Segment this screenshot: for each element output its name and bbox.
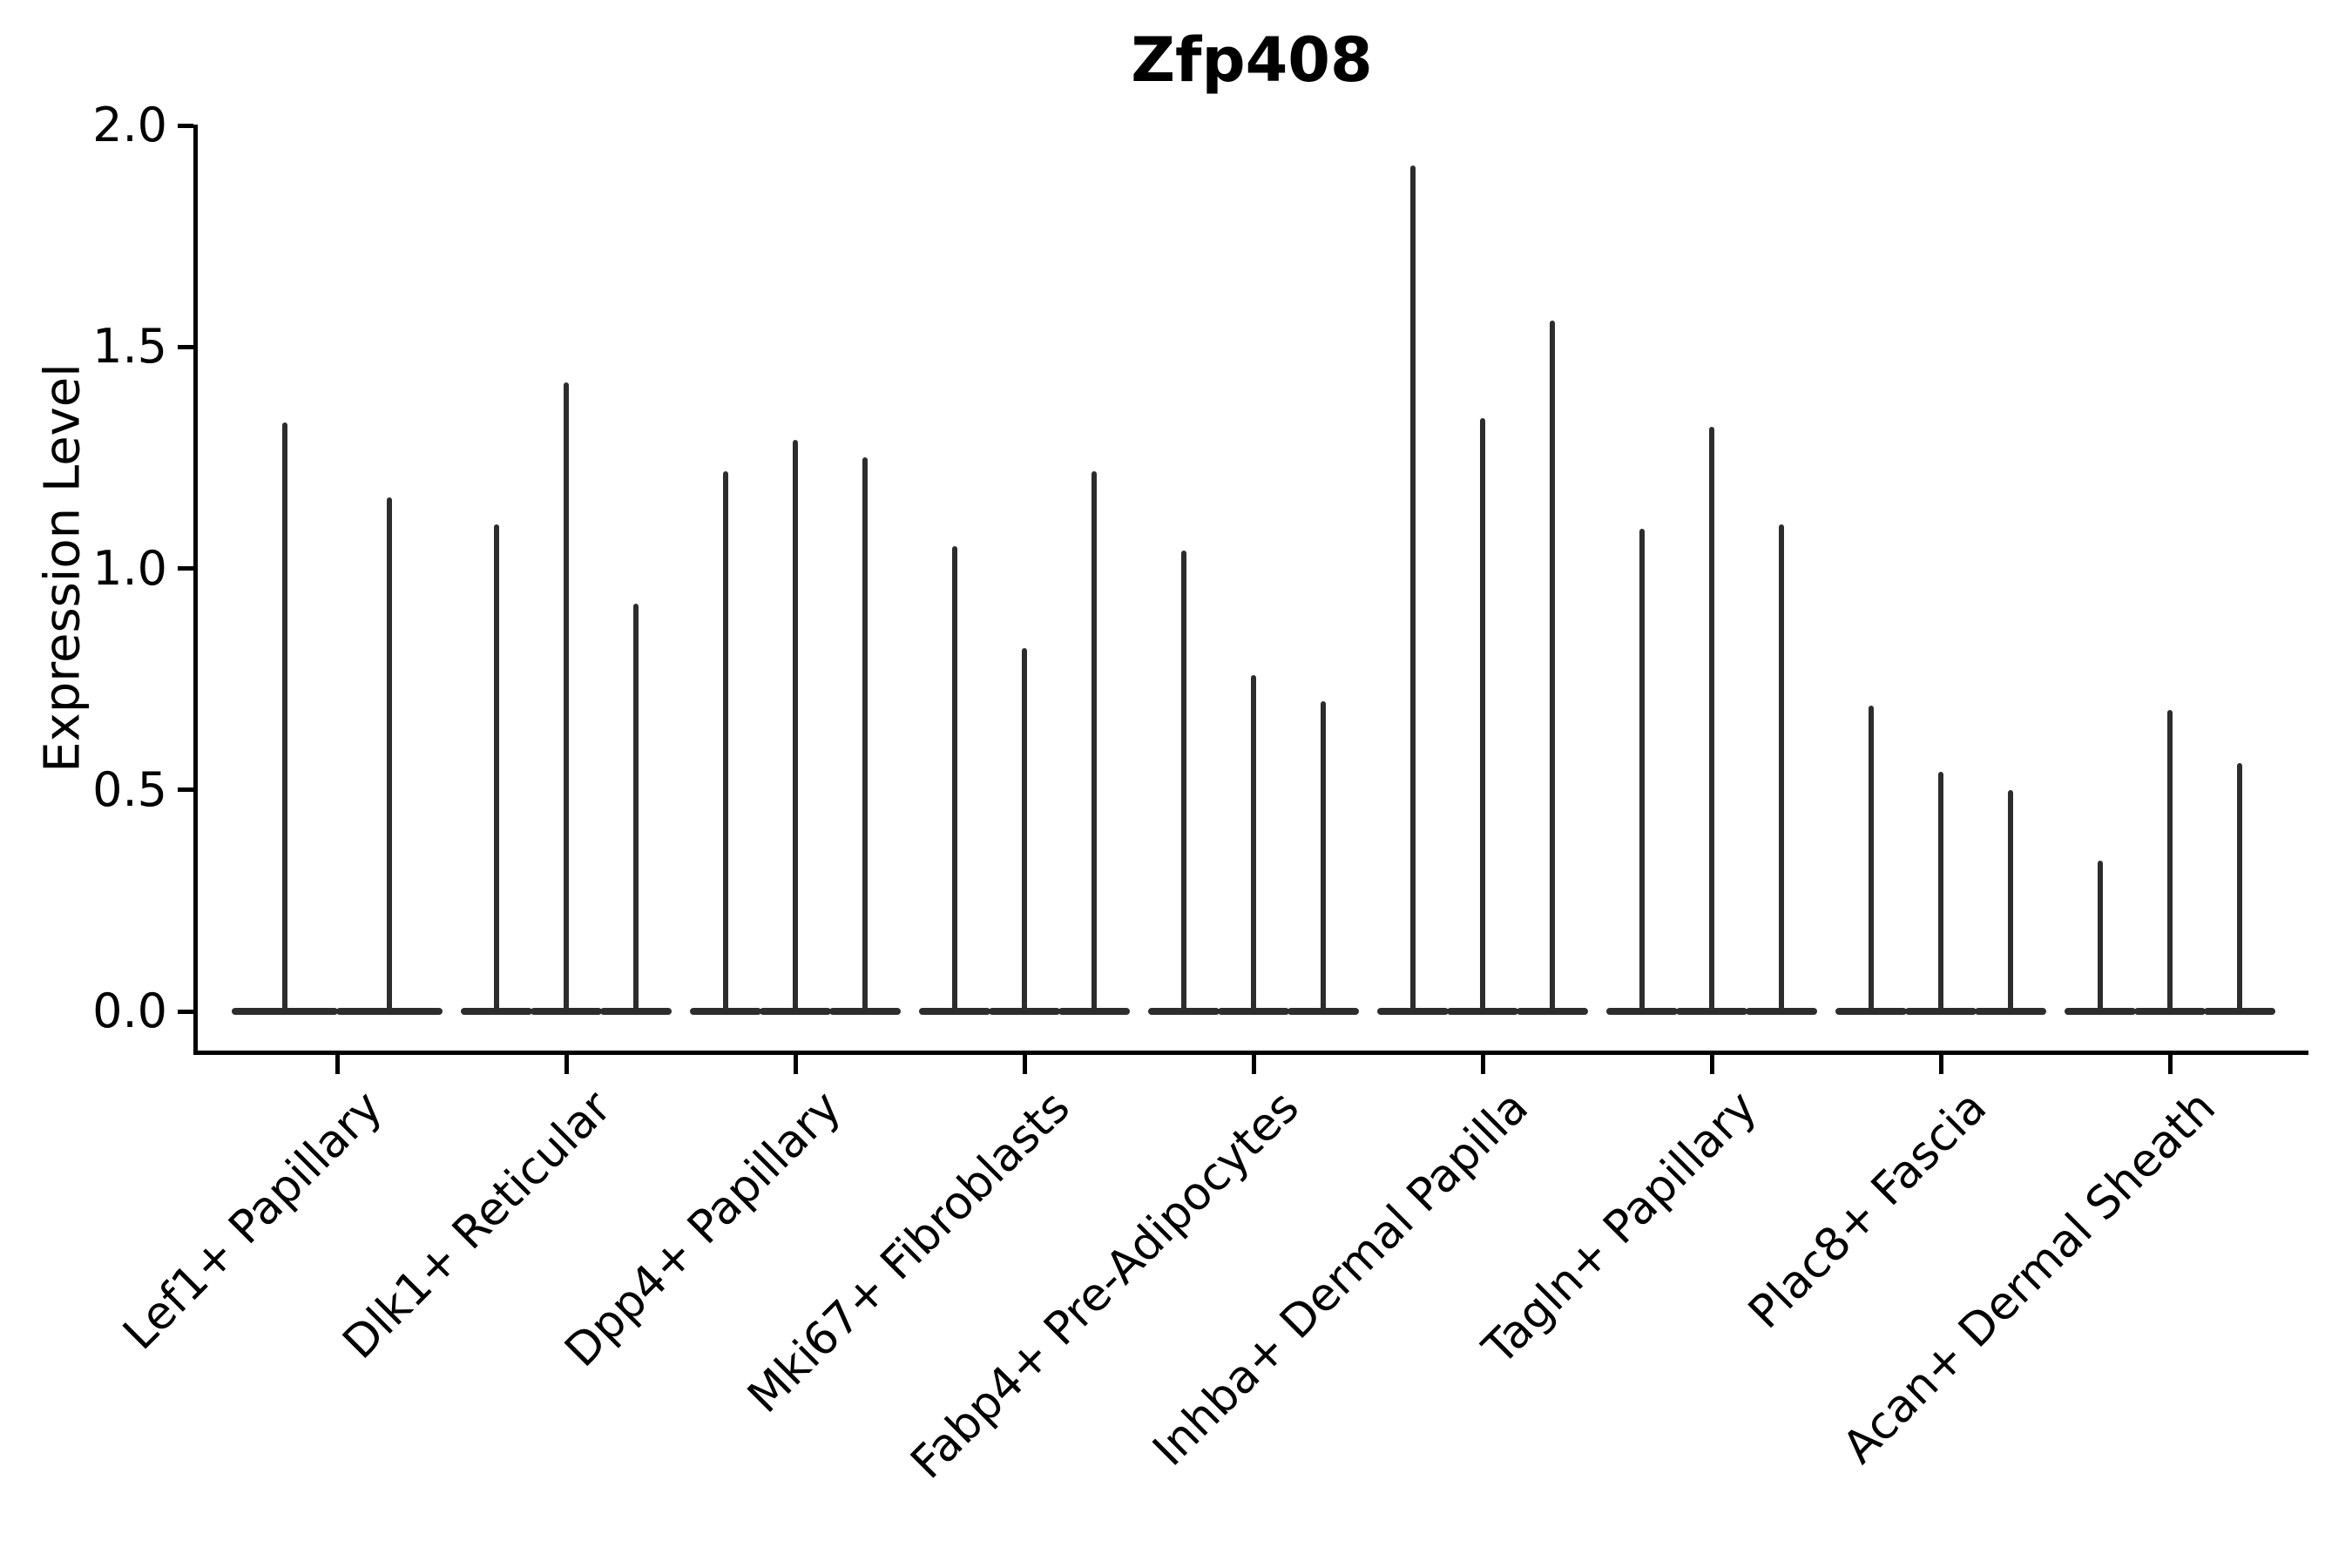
x-tick-mark <box>1480 1054 1485 1074</box>
x-tick-mark <box>1251 1054 1256 1074</box>
y-tick-mark <box>177 123 193 128</box>
violin-spike <box>862 457 868 1013</box>
y-tick-label: 1.0 <box>92 540 167 596</box>
violin-spike <box>387 497 392 1013</box>
y-tick-label: 2.0 <box>92 98 167 152</box>
x-tick-mark <box>1022 1054 1027 1074</box>
x-tick-mark <box>2167 1054 2173 1074</box>
y-tick-mark <box>177 344 193 349</box>
x-tick-label: Inhba+ Dermal Papilla <box>1143 1081 1538 1477</box>
violin-spike <box>1938 772 1943 1013</box>
y-tick-label: 0.0 <box>92 983 167 1038</box>
violin-spike <box>1410 165 1416 1013</box>
plot-title: Zfp408 <box>1131 24 1373 96</box>
violin-spike <box>1022 648 1027 1013</box>
violin-spike <box>2098 861 2103 1013</box>
violin-spike <box>1709 426 1714 1013</box>
violin-spike <box>564 382 569 1013</box>
violin-spike <box>723 470 728 1013</box>
y-tick-mark <box>177 566 193 571</box>
violin-spike <box>633 604 639 1013</box>
x-tick-mark <box>335 1054 340 1074</box>
x-tick-label: Acan+ Dermal Sheath <box>1832 1081 2226 1474</box>
violin-spike <box>2167 710 2173 1013</box>
x-tick-mark <box>1938 1054 1943 1074</box>
violin-spike <box>2008 789 2013 1013</box>
y-tick-label: 1.5 <box>92 319 167 375</box>
violin-spike <box>1869 706 1874 1013</box>
violin-spike <box>1480 417 1485 1013</box>
y-tick-mark <box>177 787 193 793</box>
x-tick-mark <box>564 1054 569 1074</box>
violin-spike <box>1092 470 1097 1013</box>
x-tick-label: Plac8+ Fascia <box>1738 1081 1997 1340</box>
y-tick-label: 0.5 <box>92 761 167 817</box>
y-tick-mark <box>177 1009 193 1014</box>
violin-spike <box>1779 524 1784 1013</box>
x-tick-mark <box>793 1054 798 1074</box>
violin-spike <box>1639 528 1645 1013</box>
x-axis-spine <box>193 1050 2308 1055</box>
y-axis-spine <box>193 125 198 1055</box>
violin-spike <box>1321 701 1326 1013</box>
violin-spike <box>282 422 287 1013</box>
violin-spike <box>2237 763 2242 1013</box>
violin-spike <box>1550 320 1555 1013</box>
violin-spike <box>494 524 499 1013</box>
x-tick-mark <box>1709 1054 1714 1074</box>
violin-spike <box>952 546 957 1013</box>
x-tick-label: Fabp4+ Pre-Adipocytes <box>901 1081 1309 1490</box>
violin-spike <box>1181 551 1186 1013</box>
violin-spike <box>1251 674 1256 1013</box>
violin-spike <box>793 440 798 1013</box>
